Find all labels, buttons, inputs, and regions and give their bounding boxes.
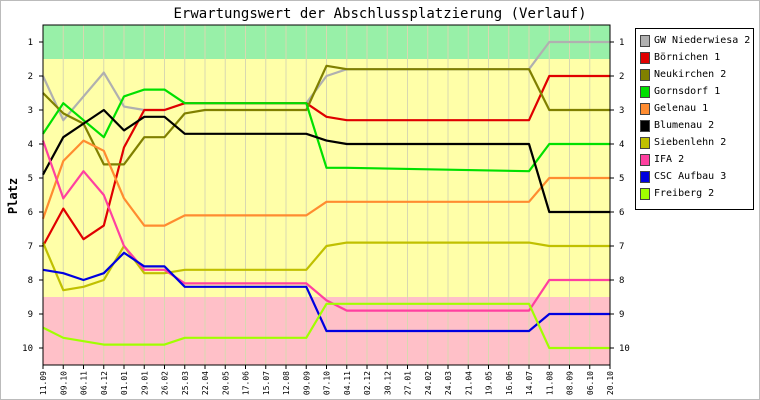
legend-swatch <box>640 170 650 183</box>
chart-title: Erwartungswert der Abschlussplatzierung … <box>173 6 586 22</box>
legend-label: Siebenlehn 2 <box>654 137 727 148</box>
x-tick-label: 12.08 <box>282 371 291 395</box>
x-tick-label: 15.07 <box>262 371 271 395</box>
x-tick-label: 20.05 <box>221 371 230 395</box>
y-tick-label: 10 <box>22 344 33 354</box>
legend-swatch <box>640 136 650 149</box>
legend-swatch <box>640 68 650 81</box>
y-tick-label-right: 10 <box>619 344 630 354</box>
x-tick-label: 21.04 <box>464 371 473 395</box>
y-tick-label: 7 <box>28 242 33 252</box>
x-tick-label: 06.10 <box>586 371 595 395</box>
legend-label: GW Niederwiesa 2 <box>654 35 751 46</box>
x-tick-label: 14.07 <box>525 371 534 395</box>
series-line-5 <box>42 108 610 214</box>
x-tick-label: 16.06 <box>505 371 514 395</box>
legend-label: Gornsdorf 1 <box>654 86 721 97</box>
x-tick-label: 09.10 <box>59 371 68 395</box>
legend-swatch <box>640 187 650 200</box>
legend-label: IFA 2 <box>654 154 685 165</box>
y-tick-label-right: 1 <box>619 38 624 48</box>
y-tick-label-right: 2 <box>619 72 624 82</box>
y-tick-label: 5 <box>28 174 33 184</box>
legend-item: Blumenau 2 <box>640 118 714 133</box>
y-tick-label: 4 <box>28 140 33 150</box>
legend: GW Niederwiesa 2 Börnichen 1 Neukirchen 2 G… <box>635 28 754 210</box>
x-tick-label: 27.01 <box>404 371 413 395</box>
legend-label: CSC Aufbau 3 <box>654 171 727 182</box>
y-tick-label: 9 <box>28 310 33 320</box>
x-tick-label: 17.06 <box>242 371 251 395</box>
x-tick-label: 30.12 <box>383 371 392 395</box>
series-line-3 <box>42 88 610 173</box>
legend-label: Börnichen 1 <box>654 52 721 63</box>
legend-swatch <box>640 119 650 132</box>
series-line-4 <box>41 139 610 227</box>
legend-item: GW Niederwiesa 2 <box>640 33 750 48</box>
legend-item: Neukirchen 2 <box>640 67 726 82</box>
legend-item: Freiberg 2 <box>640 186 714 201</box>
y-tick-label-right: 9 <box>619 310 624 320</box>
x-tick-label: 06.11 <box>80 371 89 395</box>
x-tick-label: 11.09 <box>39 371 48 395</box>
y-tick-label: 6 <box>28 208 33 218</box>
x-tick-label: 04.11 <box>343 371 352 395</box>
y-tick-label-right: 4 <box>619 140 624 150</box>
legend-label: Freiberg 2 <box>654 188 715 199</box>
x-tick-label: 29.01 <box>140 371 149 395</box>
x-tick-label: 19.05 <box>485 371 494 395</box>
y-tick-label-right: 8 <box>619 276 624 286</box>
x-tick-label: 24.03 <box>444 371 453 395</box>
y-tick-label: 2 <box>28 72 33 82</box>
legend-item: Gornsdorf 1 <box>640 84 720 99</box>
x-tick-label: 20.10 <box>606 371 615 395</box>
series-line-2 <box>42 64 610 166</box>
y-tick-label-right: 5 <box>619 174 624 184</box>
x-tick-label: 01.01 <box>120 371 129 395</box>
x-tick-label: 02.12 <box>363 371 372 395</box>
legend-item: IFA 2 <box>640 152 684 167</box>
series-line-7 <box>41 140 610 312</box>
legend-label: Neukirchen 2 <box>654 69 727 80</box>
x-tick-label: 24.02 <box>424 371 433 395</box>
series-line-9 <box>42 302 610 350</box>
legend-item: Gelenau 1 <box>640 101 708 116</box>
y-tick-label: 3 <box>28 106 33 116</box>
y-tick-label-right: 3 <box>619 106 624 116</box>
series-line-8 <box>42 251 610 333</box>
y-tick-label: 8 <box>28 276 33 286</box>
legend-swatch <box>640 51 650 64</box>
x-tick-label: 07.10 <box>323 371 332 395</box>
x-tick-label: 11.08 <box>545 371 554 395</box>
x-tick-label: 04.12 <box>100 371 109 395</box>
legend-swatch <box>640 102 650 115</box>
x-tick-label: 22.04 <box>201 371 210 395</box>
x-tick-label: 26.02 <box>161 371 170 395</box>
y-tick-label: 1 <box>28 38 33 48</box>
legend-item: Siebenlehn 2 <box>640 135 726 150</box>
legend-swatch <box>640 34 650 47</box>
y-tick-label-right: 7 <box>619 242 624 252</box>
series-line-6 <box>41 241 610 292</box>
x-tick-label: 09.09 <box>302 371 311 395</box>
legend-label: Gelenau 1 <box>654 103 709 114</box>
x-tick-label: 08.09 <box>566 371 575 395</box>
y-tick-label-right: 6 <box>619 208 624 218</box>
legend-swatch <box>640 153 650 166</box>
y-axis-label: Platz <box>6 178 20 214</box>
legend-item: Börnichen 1 <box>640 50 720 65</box>
legend-item: CSC Aufbau 3 <box>640 169 726 184</box>
legend-swatch <box>640 85 650 98</box>
legend-label: Blumenau 2 <box>654 120 715 131</box>
x-tick-label: 25.03 <box>181 371 190 395</box>
